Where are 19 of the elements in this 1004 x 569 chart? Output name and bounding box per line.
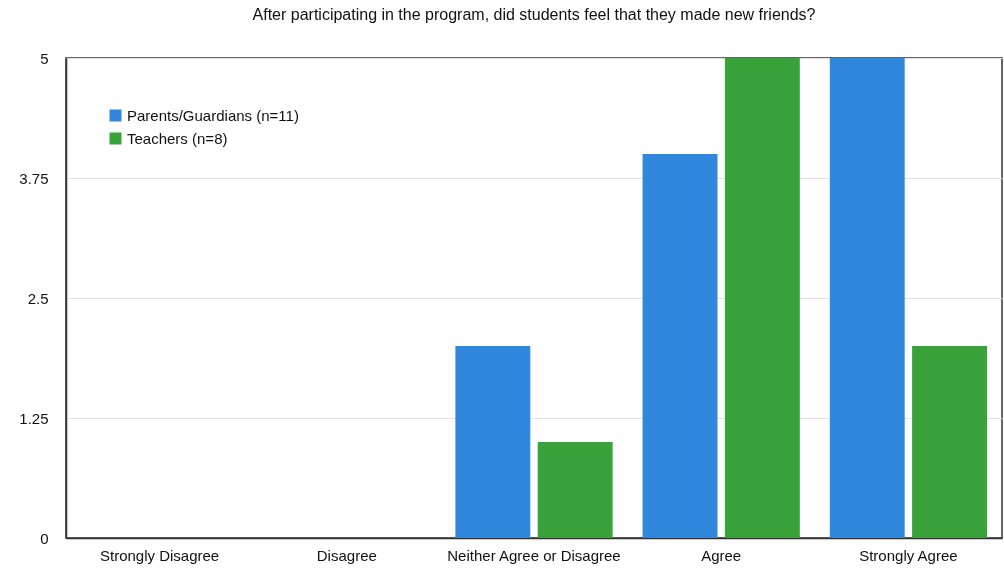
- legend-label: Parents/Guardians (n=11): [127, 106, 299, 124]
- x-tick-label: Strongly Disagree: [99, 546, 220, 564]
- y-tick-label: 5: [40, 49, 49, 67]
- bar: [455, 346, 531, 538]
- x-tick-label: Agree: [701, 546, 742, 564]
- bar: [537, 442, 613, 538]
- y-tick-label: 0: [40, 529, 49, 547]
- bar: [724, 58, 800, 538]
- bar: [912, 346, 988, 538]
- bar: [642, 154, 718, 538]
- y-tick-label: 1.25: [19, 409, 49, 427]
- x-tick-label: Disagree: [316, 546, 377, 564]
- x-tick-label: Neither Agree or Disagree: [447, 546, 621, 564]
- bar: [829, 58, 905, 538]
- x-tick-label: Strongly Agree: [859, 546, 958, 564]
- y-tick-label: 2.5: [27, 289, 49, 307]
- legend-label: Teachers (n=8): [127, 129, 228, 147]
- chart-title: After participating in the program, did students feel that they made new friends?: [252, 6, 816, 23]
- y-tick-label: 3.75: [19, 169, 49, 187]
